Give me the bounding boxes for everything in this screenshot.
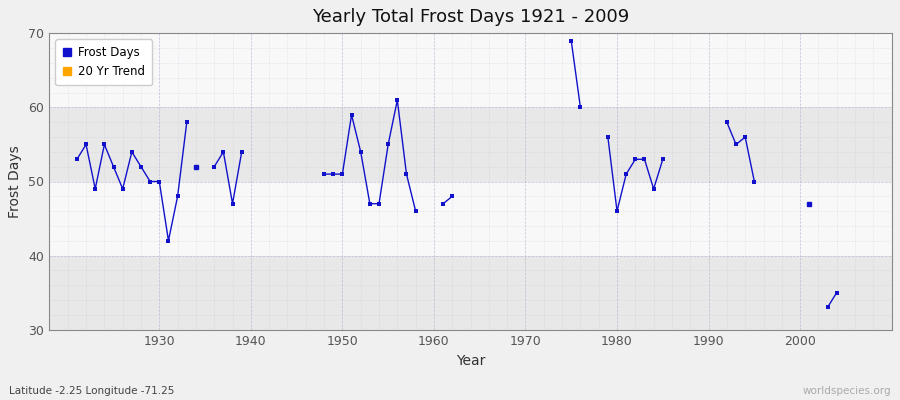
X-axis label: Year: Year	[456, 354, 485, 368]
Text: worldspecies.org: worldspecies.org	[803, 386, 891, 396]
Y-axis label: Frost Days: Frost Days	[8, 145, 22, 218]
Text: Latitude -2.25 Longitude -71.25: Latitude -2.25 Longitude -71.25	[9, 386, 175, 396]
Bar	[50, 34, 892, 108]
Bar	[50, 256, 892, 330]
Bar	[50, 182, 892, 256]
Bar	[50, 108, 892, 182]
Title: Yearly Total Frost Days 1921 - 2009: Yearly Total Frost Days 1921 - 2009	[312, 8, 629, 26]
Legend: Frost Days, 20 Yr Trend: Frost Days, 20 Yr Trend	[55, 39, 152, 86]
